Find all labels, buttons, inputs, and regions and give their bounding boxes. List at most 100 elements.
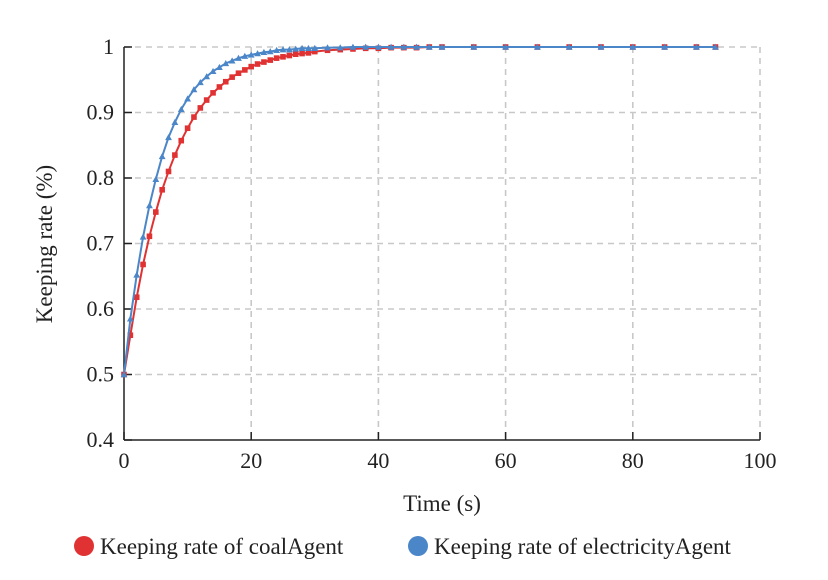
- data-point: [375, 43, 382, 50]
- y-tick-label: 0.7: [87, 231, 115, 256]
- data-point: [470, 43, 478, 50]
- data-point: [413, 43, 420, 50]
- data-point: [146, 202, 153, 209]
- data-point: [425, 43, 433, 50]
- series-line: [123, 46, 716, 375]
- legend-marker-coal: [74, 536, 94, 556]
- data-point: [712, 43, 719, 50]
- data-point: [241, 52, 249, 59]
- data-point: [159, 186, 165, 193]
- data-point: [120, 371, 128, 378]
- series-line: [123, 46, 716, 375]
- data-point: [400, 43, 408, 50]
- data-point: [285, 46, 293, 53]
- data-point: [153, 209, 159, 215]
- data-point: [158, 152, 166, 160]
- data-point: [184, 95, 191, 102]
- data-point: [222, 78, 229, 85]
- data-point: [693, 43, 700, 50]
- data-point: [565, 43, 573, 50]
- legend-marker-electricity: [408, 536, 428, 556]
- data-point: [139, 233, 147, 240]
- y-tick-label: 0.4: [87, 427, 115, 452]
- data-point: [438, 43, 446, 50]
- series-coal: [121, 44, 719, 378]
- data-point: [228, 57, 236, 64]
- data-point: [248, 63, 254, 70]
- data-point: [235, 70, 242, 76]
- data-point: [152, 175, 160, 183]
- data-point: [210, 90, 216, 96]
- grid: [124, 46, 761, 440]
- data-point: [502, 43, 509, 50]
- data-point: [178, 137, 185, 144]
- data-point: [127, 332, 134, 338]
- y-tick-label: 0.9: [87, 100, 115, 125]
- data-point: [273, 55, 280, 61]
- data-point: [286, 52, 293, 59]
- data-point: [387, 43, 395, 50]
- data-point: [171, 118, 179, 126]
- data-point: [312, 48, 318, 55]
- data-point: [311, 44, 319, 52]
- data-point: [292, 45, 300, 52]
- data-point: [534, 43, 541, 50]
- data-point: [196, 78, 204, 86]
- data-point: [146, 233, 153, 240]
- x-tick-label: 80: [622, 448, 644, 473]
- series-layer: [120, 43, 719, 378]
- x-tick-label: 60: [495, 448, 517, 473]
- data-point: [190, 86, 198, 93]
- x-tick-label: 0: [119, 448, 130, 473]
- data-point: [273, 46, 281, 53]
- data-point: [299, 50, 305, 57]
- data-point: [260, 48, 268, 55]
- x-tick-label: 100: [744, 448, 777, 473]
- y-tick-label: 0.5: [87, 362, 115, 387]
- data-point: [254, 61, 261, 67]
- x-axis-title: Time (s): [403, 491, 481, 516]
- data-point: [216, 63, 223, 71]
- data-point: [279, 46, 287, 53]
- data-point: [209, 67, 217, 74]
- data-point: [229, 74, 235, 80]
- data-point: [133, 294, 140, 301]
- data-point: [184, 125, 191, 132]
- data-point: [597, 43, 605, 50]
- data-point: [203, 97, 210, 103]
- series-electricity: [120, 43, 719, 378]
- data-point: [235, 54, 242, 61]
- data-point: [298, 44, 306, 52]
- data-point: [191, 114, 197, 120]
- x-tick-label: 40: [367, 448, 389, 473]
- legend-label-electricity: Keeping rate of electricityAgent: [434, 534, 732, 559]
- data-point: [305, 50, 312, 56]
- legend-label-coal: Keeping rate of coalAgent: [100, 534, 344, 559]
- y-tick-label: 0.6: [87, 296, 115, 321]
- data-point: [165, 168, 172, 175]
- data-point: [254, 50, 261, 57]
- data-point: [305, 44, 312, 52]
- data-point: [172, 152, 178, 158]
- data-point: [362, 43, 370, 50]
- data-point: [216, 84, 223, 90]
- data-point: [661, 43, 668, 50]
- data-point: [266, 48, 274, 55]
- data-point: [203, 73, 211, 80]
- data-point: [292, 51, 299, 58]
- data-point: [126, 315, 134, 322]
- data-point: [280, 54, 286, 60]
- data-point: [133, 271, 141, 278]
- data-point: [177, 105, 185, 112]
- legend: Keeping rate of coalAgent Keeping rate o…: [74, 534, 732, 559]
- y-tick-label: 1: [103, 34, 114, 59]
- data-point: [165, 133, 172, 141]
- data-point: [140, 261, 146, 268]
- data-point: [222, 59, 230, 67]
- data-point: [197, 105, 204, 111]
- data-point: [267, 57, 274, 63]
- data-point: [324, 44, 331, 51]
- y-axis-title: Keeping rate (%): [32, 165, 57, 323]
- x-tick-label: 20: [240, 448, 262, 473]
